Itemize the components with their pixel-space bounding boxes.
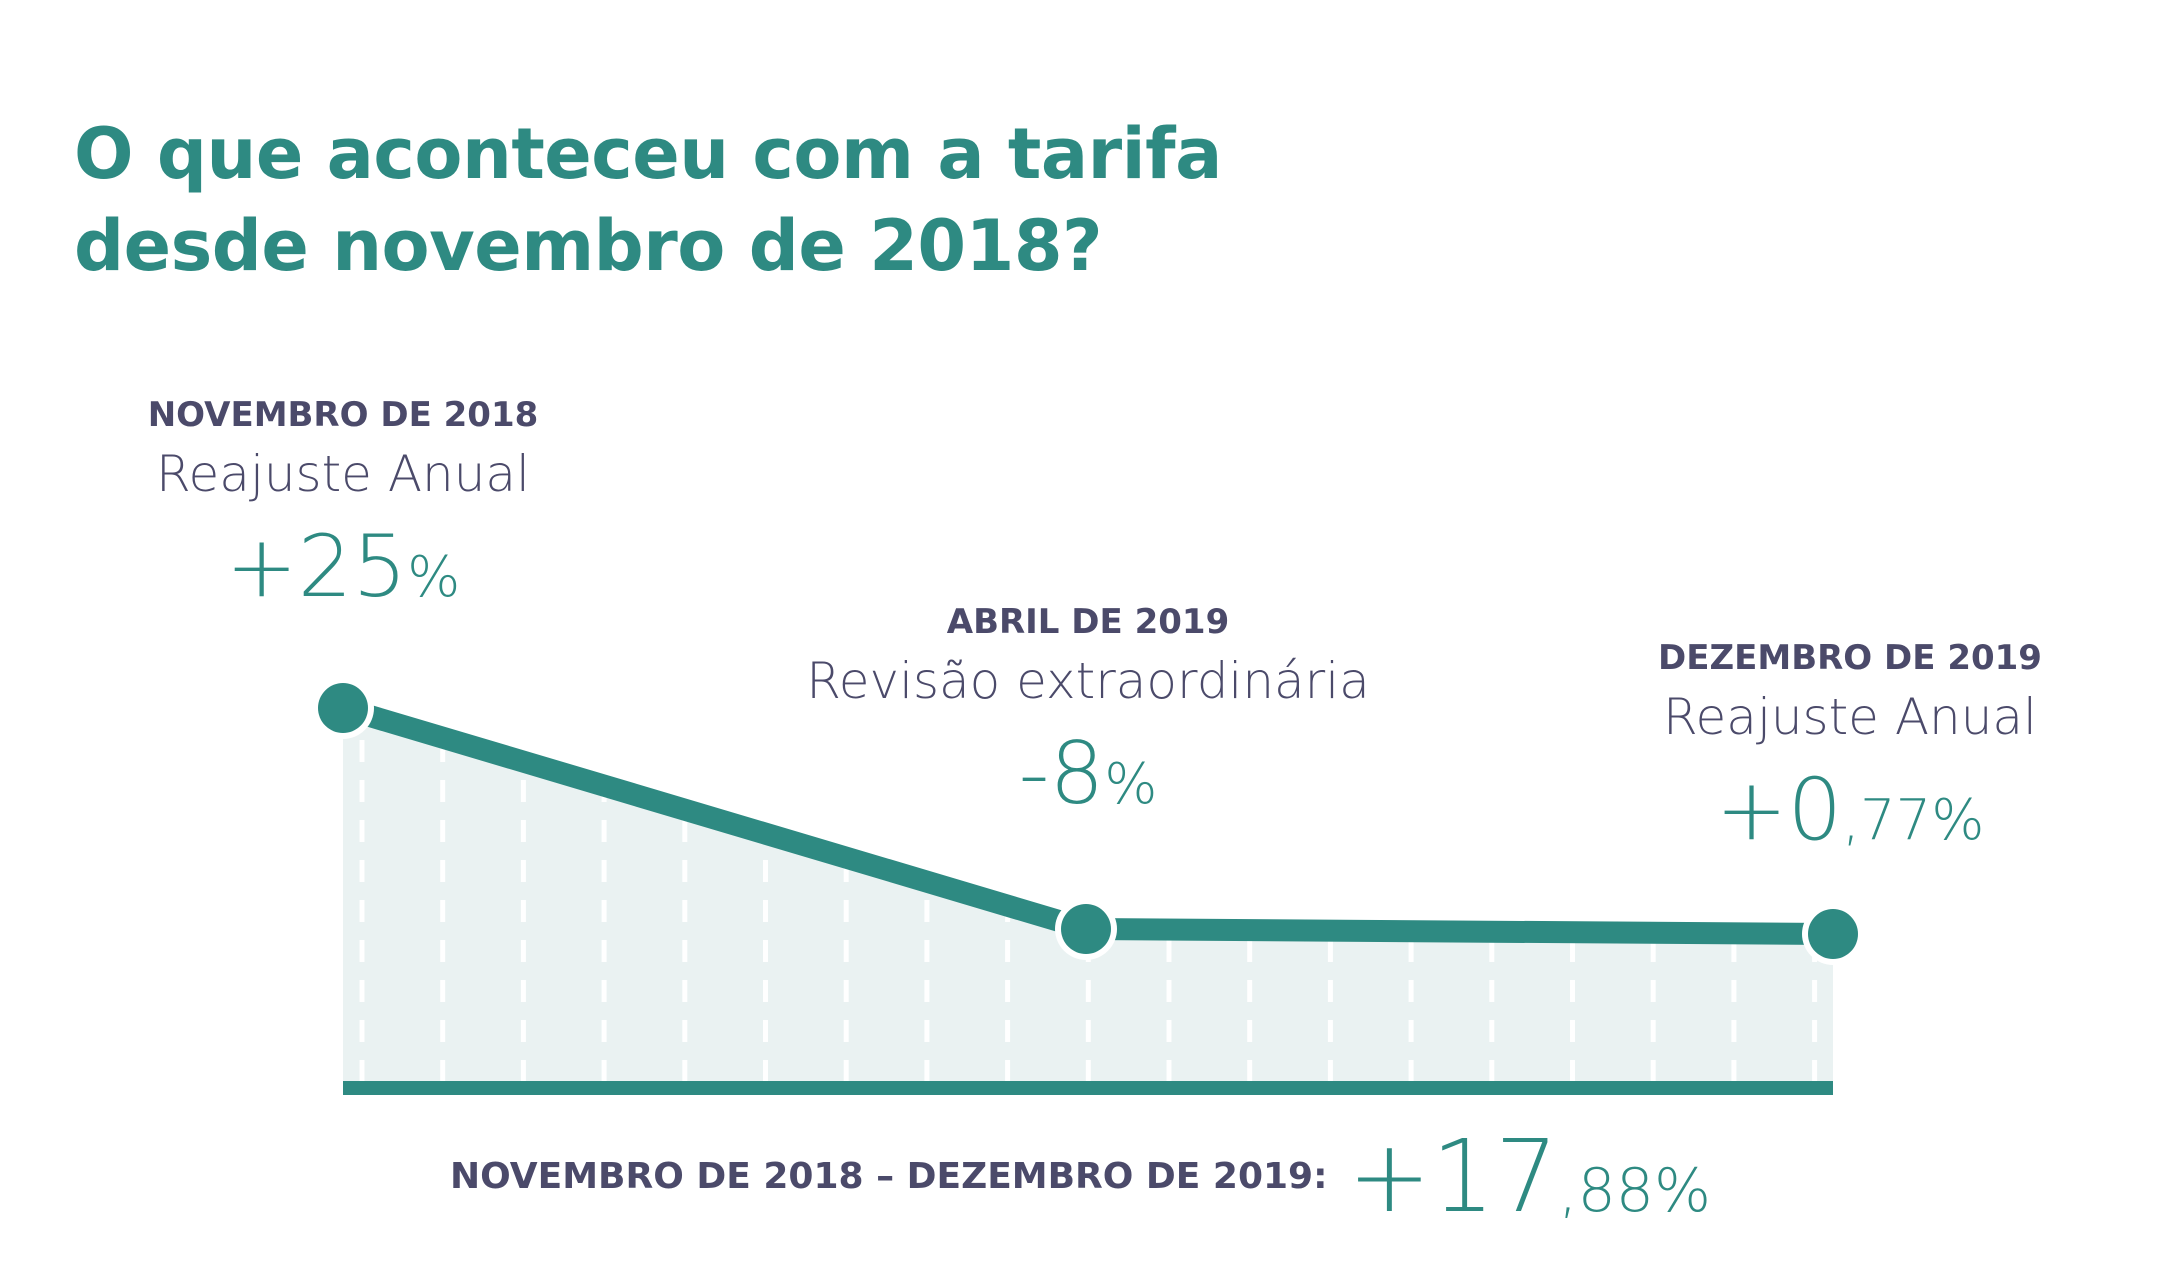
- summary-label: NOVEMBRO DE 2018 – DEZEMBRO DE 2019:: [450, 1156, 1328, 1197]
- summary-value-suffix: ,88%: [1558, 1156, 1711, 1226]
- summary-value: +17,88%: [1348, 1118, 1711, 1235]
- title-line-1: O que aconteceu com a tarifa: [74, 113, 1222, 195]
- point-date: DEZEMBRO DE 2019: [1658, 638, 2042, 678]
- title-line-2: desde novembro de 2018?: [74, 205, 1103, 287]
- point-value-suffix: %: [407, 545, 461, 610]
- point-label-dez-2019: DEZEMBRO DE 2019 Reajuste Anual +0,77%: [1600, 636, 2100, 884]
- point-value-main: -8: [1018, 724, 1105, 824]
- summary-value-main: +17: [1347, 1118, 1559, 1235]
- page-title: O que aconteceu com a tarifa desde novem…: [74, 108, 1222, 292]
- point-label-abr-2019: ABRIL DE 2019 Revisão extraordinária -8%: [788, 600, 1388, 848]
- point-event: Revisão extraordinária: [806, 652, 1370, 710]
- point-value-suffix: %: [1104, 752, 1158, 817]
- data-point: [1061, 904, 1111, 954]
- point-event: Reajuste Anual: [156, 445, 530, 503]
- point-date: NOVEMBRO DE 2018: [147, 395, 539, 435]
- area-fill: [343, 708, 1833, 1088]
- point-value-main: +0: [1715, 760, 1843, 860]
- dashed-guides: [359, 708, 1818, 1088]
- point-value-suffix: ,77%: [1842, 788, 1985, 853]
- data-point: [318, 683, 368, 733]
- point-label-nov-2018: NOVEMBRO DE 2018 Reajuste Anual +25%: [143, 393, 543, 641]
- point-event: Reajuste Anual: [1663, 688, 2037, 746]
- point-date: ABRIL DE 2019: [946, 602, 1230, 642]
- point-value-main: +25: [225, 517, 408, 617]
- summary-row: NOVEMBRO DE 2018 – DEZEMBRO DE 2019: +17,…: [0, 1118, 2161, 1235]
- point-value: -8%: [788, 724, 1388, 848]
- data-point: [1808, 909, 1858, 959]
- point-value: +0,77%: [1600, 760, 2100, 884]
- point-value: +25%: [143, 517, 543, 641]
